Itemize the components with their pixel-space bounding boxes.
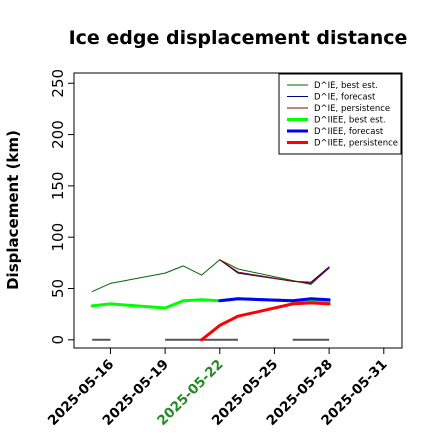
series-line-4 — [218, 297, 331, 303]
legend-label-5: D^IIEE, persistence — [314, 139, 398, 149]
series-lines — [90, 259, 331, 342]
y-tick-label-5: 250 — [49, 69, 67, 98]
series-line-5 — [200, 301, 331, 342]
legend-label-4: D^IIEE, forecast — [314, 127, 384, 137]
y-tick-label-0: 0 — [49, 335, 67, 345]
series-line-2 — [219, 259, 330, 284]
y-tick-label-1: 50 — [49, 279, 67, 298]
y-tick-label-4: 200 — [49, 120, 67, 149]
plot-frame — [73, 72, 403, 349]
series-line-0 — [91, 259, 330, 293]
legend-label-3: D^IIEE, best est. — [314, 116, 386, 126]
y-axis-label: Displacement (km) — [4, 130, 22, 290]
legend-label-0: D^IE, best est. — [314, 81, 378, 91]
legend-box — [278, 73, 402, 155]
chart-title: Ice edge displacement distance — [69, 27, 408, 49]
y-tick-label-2: 100 — [49, 223, 67, 252]
y-tick-label-3: 150 — [49, 172, 67, 201]
legend-label-1: D^IE, forecast — [314, 93, 376, 103]
legend-label-2: D^IE, persistence — [314, 104, 390, 114]
